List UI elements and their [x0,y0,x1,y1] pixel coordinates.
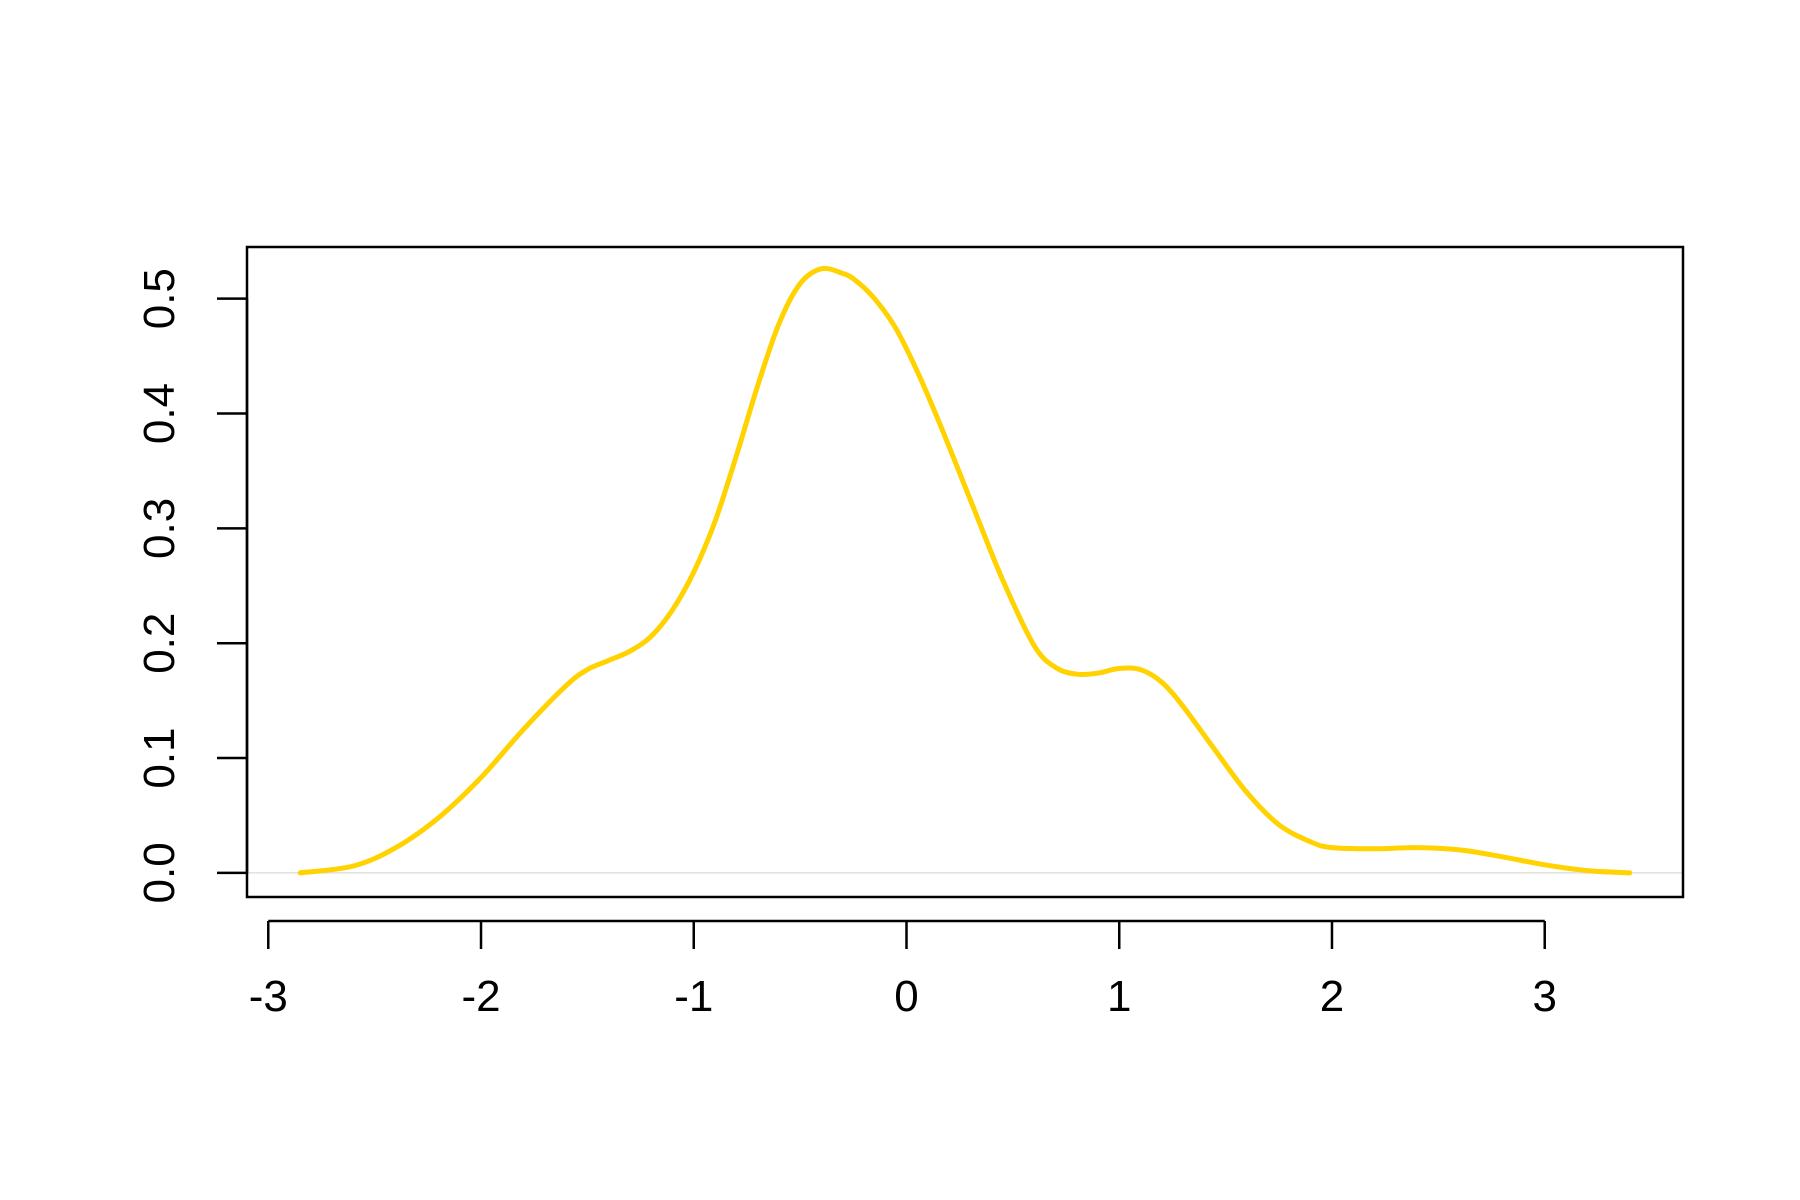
y-tick-label: 0.2 [135,613,184,674]
y-tick-label: 0.0 [135,842,184,903]
y-tick-label: 0.3 [135,498,184,559]
y-axis: 0.0 0.1 0.2 0.3 0.4 0.5 [135,268,249,903]
density-curve [297,265,1633,876]
y-tick-label: 0.1 [135,727,184,788]
x-tick-label: -2 [461,972,500,1021]
x-tick-label: 1 [1107,972,1131,1021]
y-tick-label: 0.4 [135,383,184,444]
x-tick-label: -1 [674,972,713,1021]
x-axis: -3 -2 -1 0 1 2 3 [249,919,1557,1021]
y-tick-label: 0.5 [135,268,184,329]
x-tick-label: -3 [249,972,288,1021]
x-tick-label: 0 [894,972,918,1021]
x-tick-label: 3 [1532,972,1556,1021]
x-tick-label: 2 [1320,972,1344,1021]
